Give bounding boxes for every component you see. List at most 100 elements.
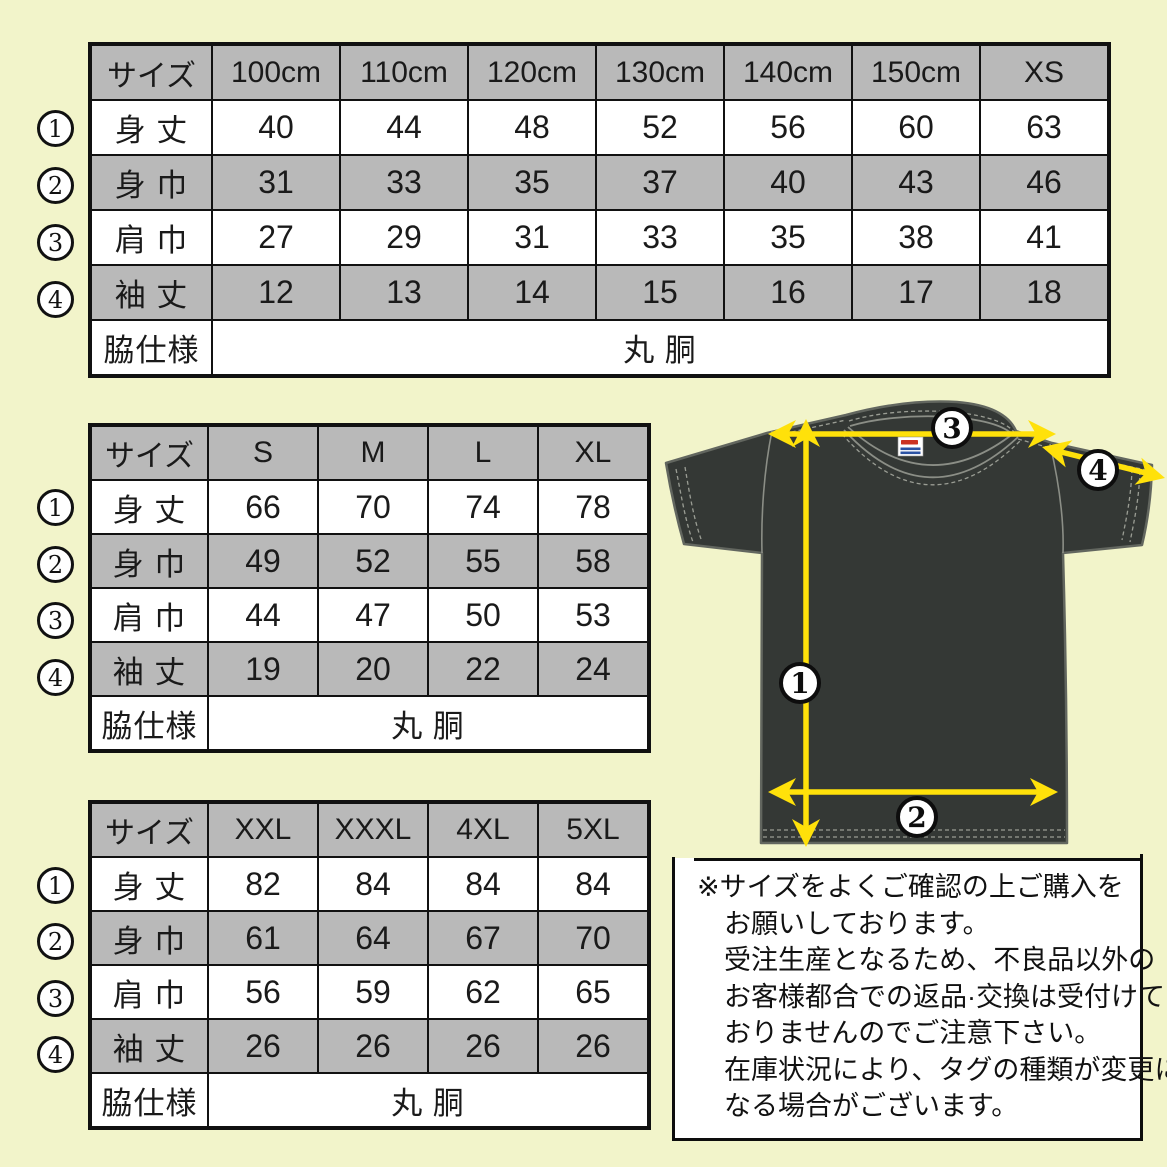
notice-line: お客様都合での返品·交換は受付けて [724, 981, 1165, 1012]
right-cuff-stitch [1129, 470, 1141, 543]
row-marker-2: 2 [37, 923, 74, 960]
side-spec-label: 脇仕様 [89, 695, 209, 752]
row-marker-4: 4 [37, 281, 74, 318]
row-marker-1: 1 [37, 110, 74, 147]
row-marker-3: 3 [37, 980, 74, 1017]
row-header: 身 丈 [89, 479, 209, 535]
collar-front-stitch [841, 433, 1021, 486]
tag-red-print [901, 440, 918, 445]
size-value: 64 [317, 910, 429, 966]
row-header: 袖 丈 [89, 641, 209, 697]
left-cuff-stitch [675, 468, 694, 543]
table-row-side-spec: 脇仕様 丸 胴 [89, 1072, 650, 1129]
col-header: XXL [207, 801, 319, 858]
row-header: 肩 巾 [89, 964, 209, 1020]
table-row-sleeve-length: 袖 丈 19 20 22 24 [89, 641, 650, 697]
collar-front-opening [847, 426, 1015, 466]
table-row-shoulder-width: 肩 巾 56 59 62 65 [89, 964, 650, 1020]
table-row-shoulder-width: 肩 巾 44 47 50 53 [89, 587, 650, 643]
measure-badge-4: 4 [1077, 449, 1119, 491]
tshirt-body [664, 400, 1154, 845]
row-marker-3: 3 [37, 602, 74, 639]
col-header: XL [537, 424, 650, 481]
size-value: 56 [723, 99, 853, 156]
tshirt-diagram [664, 400, 1165, 847]
notice-line: 受注生産となるため、不良品以外の [724, 945, 1156, 975]
size-value: 17 [851, 264, 981, 321]
tag-blue-line [900, 447, 921, 451]
size-value: 49 [207, 533, 319, 589]
size-value: 15 [595, 264, 725, 321]
table-row-side-spec: 脇仕様 丸 胴 [89, 695, 650, 752]
side-spec-value: 丸 胴 [207, 695, 650, 752]
size-value: 46 [979, 154, 1110, 211]
table-row-body-length: 身 丈 40 44 48 52 56 60 63 [89, 99, 1110, 156]
size-value: 62 [427, 964, 539, 1020]
row-marker-4: 4 [37, 1036, 74, 1073]
notice-text: ※サイズをよくご確認の上ご購入を お願いしております。 受注生産となるため、不良… [697, 869, 1167, 1125]
notice-line: 在庫状況により、タグの種類が変更に [724, 1054, 1167, 1085]
size-value: 14 [467, 264, 597, 321]
measure-badge-3: 3 [931, 407, 973, 449]
size-table-kids: サイズ 100cm 110cm 120cm 130cm 140cm 150cm … [88, 42, 1111, 378]
collar-back-stitch [848, 410, 1015, 433]
col-header-size: サイズ [89, 424, 209, 481]
row-marker-1: 1 [37, 867, 74, 904]
measure-badge-1: 1 [779, 662, 821, 704]
col-header: XS [979, 43, 1110, 101]
size-value: 26 [317, 1018, 429, 1074]
size-value: 74 [427, 479, 539, 535]
notice-line: おりませんのでご注意下さい。 [724, 1018, 1102, 1048]
notice-line: お願いしております。 [724, 908, 990, 939]
size-value: 66 [207, 479, 319, 535]
row-header: 身 巾 [89, 910, 209, 966]
measure-badge-2: 2 [896, 796, 938, 838]
table-row-body-length: 身 丈 82 84 84 84 [89, 856, 650, 912]
size-value: 35 [723, 209, 853, 266]
size-value: 24 [537, 641, 650, 697]
size-value: 53 [537, 587, 650, 643]
size-table-big: サイズ XXL XXXL 4XL 5XL 身 丈 82 84 84 84 身 巾… [88, 800, 651, 1130]
size-value: 50 [427, 587, 539, 643]
size-value: 44 [339, 99, 469, 156]
size-value: 59 [317, 964, 429, 1020]
size-value: 48 [467, 99, 597, 156]
arrow-body-width [768, 778, 1058, 806]
col-header: 4XL [427, 801, 539, 858]
row-marker-4: 4 [37, 659, 74, 696]
size-value: 20 [317, 641, 429, 697]
size-value: 26 [207, 1018, 319, 1074]
size-value: 13 [339, 264, 469, 321]
size-value: 65 [537, 964, 650, 1020]
table-row-body-width: 身 巾 49 52 55 58 [89, 533, 650, 589]
col-header: 5XL [537, 801, 650, 858]
table-row-body-width: 身 巾 61 64 67 70 [89, 910, 650, 966]
right-sleeve-seam [1049, 443, 1064, 554]
size-value: 16 [723, 264, 853, 321]
notice-line: なる場合がございます。 [724, 1091, 1019, 1121]
size-table-adult: サイズ S M L XL 身 丈 66 70 74 78 身 巾 49 52 5… [88, 423, 651, 753]
size-value: 84 [537, 856, 650, 912]
size-value: 26 [537, 1018, 650, 1074]
table-row-body-width: 身 巾 31 33 35 37 40 43 46 [89, 154, 1110, 211]
row-header: 身 丈 [89, 856, 209, 912]
size-value: 29 [339, 209, 469, 266]
table-header-row: サイズ S M L XL [89, 424, 650, 481]
size-value: 31 [467, 209, 597, 266]
size-value: 43 [851, 154, 981, 211]
size-value: 18 [979, 264, 1110, 321]
notice-line: ※サイズをよくご確認の上ご購入を [697, 872, 1124, 902]
row-header: 袖 丈 [89, 264, 213, 321]
size-value: 38 [851, 209, 981, 266]
size-value: 27 [211, 209, 341, 266]
size-value: 22 [427, 641, 539, 697]
row-marker-2: 2 [37, 167, 74, 204]
brand-tag [897, 436, 924, 457]
row-header: 身 巾 [89, 533, 209, 589]
notice-border-bottom [672, 1138, 1143, 1141]
size-value: 63 [979, 99, 1110, 156]
row-header: 身 巾 [89, 154, 213, 211]
row-header: 身 丈 [89, 99, 213, 156]
size-value: 44 [207, 587, 319, 643]
